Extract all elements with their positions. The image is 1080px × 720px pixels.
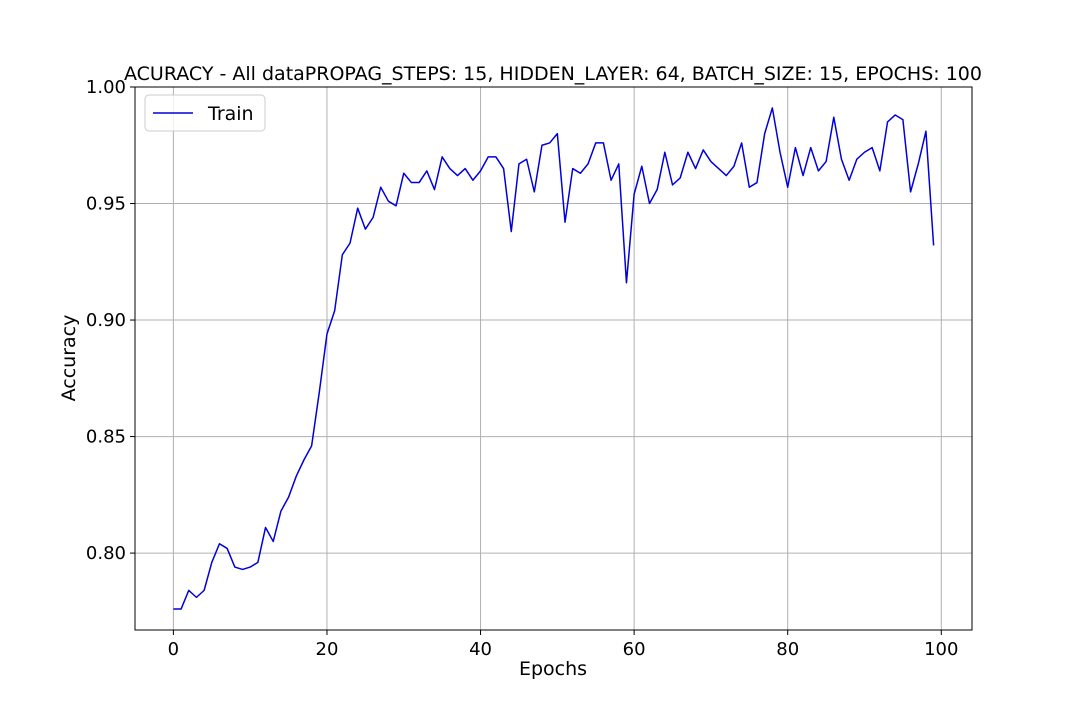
y-tick-label: 0.95 — [86, 194, 126, 215]
y-tick-label: 0.85 — [86, 427, 126, 448]
y-tick-label: 0.90 — [86, 310, 126, 331]
x-tick-label: 80 — [776, 639, 799, 660]
x-axis-label: Epochs — [519, 658, 587, 680]
legend-box — [144, 94, 266, 132]
plot-frame — [134, 86, 973, 631]
chart-title: ACURACY - All dataPROPAG_STEPS: 15, HIDD… — [124, 63, 982, 85]
legend-entry-train: Train — [207, 103, 254, 125]
x-tick-label: 60 — [623, 639, 646, 660]
series-line-train — [173, 107, 935, 610]
y-tick-label: 1.00 — [86, 77, 126, 98]
x-tick-label: 40 — [469, 639, 492, 660]
y-axis-label: Accuracy — [58, 315, 80, 402]
x-tick-label: 20 — [316, 639, 339, 660]
y-tick-label: 0.80 — [86, 543, 126, 564]
x-tick-label: 100 — [924, 639, 958, 660]
x-tick-label: 0 — [168, 639, 179, 660]
x-axis-ticks: 0 20 40 60 80 100 — [168, 630, 958, 660]
y-axis-ticks: 0.80 0.85 0.90 0.95 1.00 — [86, 77, 135, 564]
series-layer — [173, 107, 935, 610]
legend: Train — [144, 94, 266, 132]
